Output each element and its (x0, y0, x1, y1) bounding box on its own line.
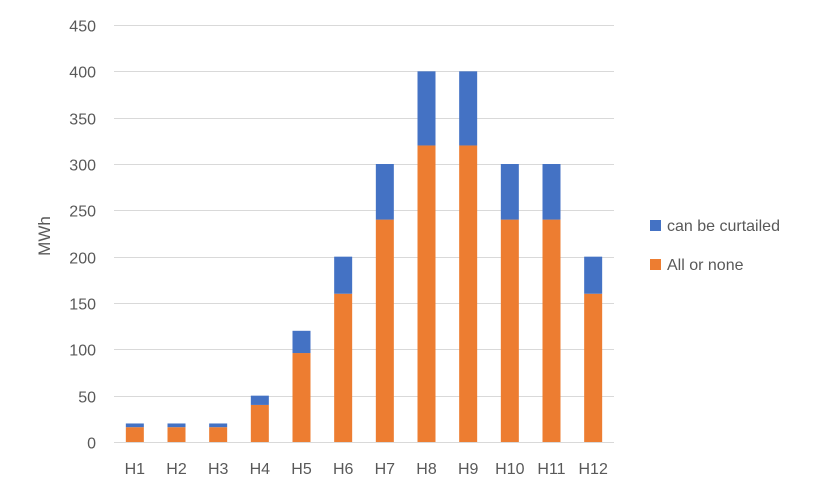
legend-label: All or none (667, 257, 744, 274)
bar-all-or-none (250, 404, 269, 442)
y-tick-label: 450 (69, 19, 96, 36)
y-tick-label: 100 (69, 343, 96, 360)
bar-all-or-none (167, 427, 186, 442)
bar-can-be-curtailed (584, 256, 603, 294)
y-tick-label: 200 (69, 251, 96, 268)
y-tick-label: 350 (69, 112, 96, 129)
bar-all-or-none (292, 353, 311, 442)
x-tick-label: H5 (291, 461, 312, 478)
y-tick-label: 250 (69, 204, 96, 221)
y-tick-label: 0 (87, 436, 96, 453)
legend-swatch (650, 259, 661, 270)
gridlines (114, 25, 614, 397)
x-tick-label: H1 (125, 461, 146, 478)
x-tick-label: H3 (208, 461, 229, 478)
bar-can-be-curtailed (375, 164, 394, 220)
bar-can-be-curtailed (125, 423, 144, 428)
x-tick-label: H8 (416, 461, 437, 478)
legend-label: can be curtailed (667, 218, 780, 235)
bar-all-or-none (542, 219, 561, 442)
y-tick-label: 400 (69, 65, 96, 82)
bars (125, 71, 603, 442)
legend-swatch (650, 220, 661, 231)
axes: 0 50 100 150 200 250 300 350 400 450 H1 H2 H3 H4 H5 H6 H… (69, 19, 614, 478)
y-tick-label: 150 (69, 297, 96, 314)
bar-can-be-curtailed (542, 164, 561, 220)
x-tick-label: H2 (166, 461, 187, 478)
bar-all-or-none (125, 427, 144, 442)
x-tick-label: H11 (537, 461, 565, 478)
legend: can be curtailed All or none (650, 218, 780, 274)
bar-can-be-curtailed (209, 423, 228, 428)
bar-all-or-none (417, 145, 436, 442)
bar-all-or-none (375, 219, 394, 442)
bar-all-or-none (334, 293, 353, 442)
bar-can-be-curtailed (334, 256, 353, 294)
bar-can-be-curtailed (292, 330, 311, 354)
x-tick-label: H7 (375, 461, 396, 478)
bar-can-be-curtailed (500, 164, 519, 220)
x-tick-label: H6 (333, 461, 354, 478)
x-tick-label: H9 (458, 461, 479, 478)
bar-all-or-none (459, 145, 478, 442)
bar-can-be-curtailed (167, 423, 186, 428)
bar-all-or-none (209, 427, 228, 442)
bar-all-or-none (584, 293, 603, 442)
y-axis-title: MWh (35, 216, 54, 256)
bar-all-or-none (500, 219, 519, 442)
x-tick-label: H4 (250, 461, 271, 478)
bar-can-be-curtailed (417, 71, 436, 146)
bar-can-be-curtailed (250, 395, 269, 405)
bar-can-be-curtailed (459, 71, 478, 146)
x-tick-label: H10 (495, 461, 524, 478)
y-tick-label: 50 (78, 390, 96, 407)
y-tick-label: 300 (69, 158, 96, 175)
x-tick-label: H12 (578, 461, 607, 478)
